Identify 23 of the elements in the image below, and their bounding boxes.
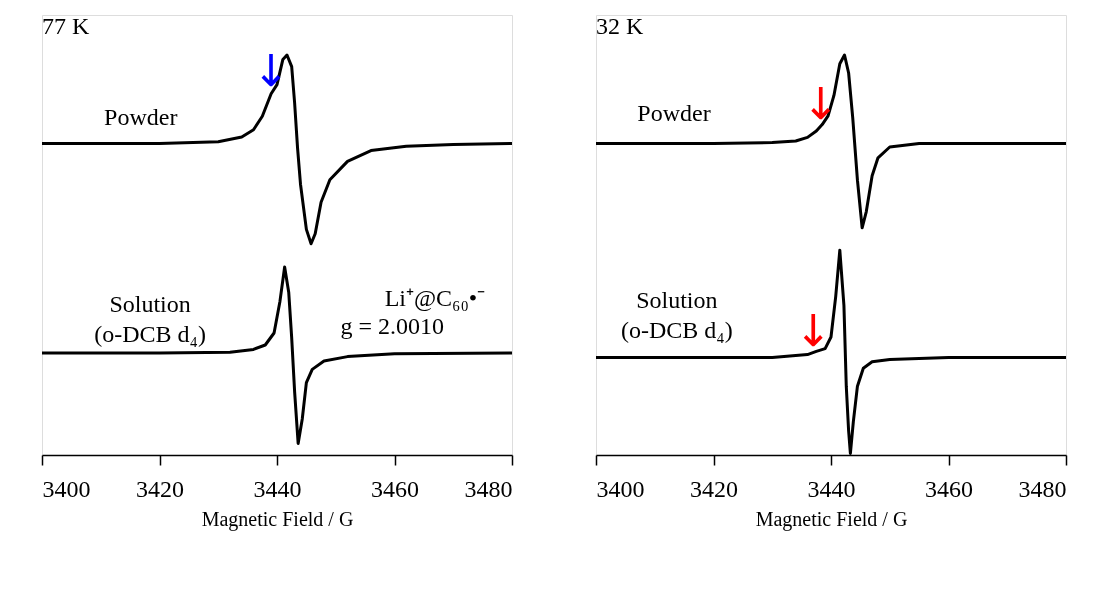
- annotation: Solution (o-DCB d₄): [620, 287, 733, 343]
- x-tick-label: 3420: [690, 475, 738, 502]
- x-tick-label: 3480: [1018, 475, 1067, 502]
- annotation: Li⁺@C₆₀•⁻: [384, 284, 486, 311]
- x-tick-label: 3400: [42, 475, 91, 502]
- x-axis-title: Magnetic Field / G: [201, 507, 354, 531]
- annotation: Solution (o-DCB d₄): [94, 291, 206, 348]
- text: 77 K: [42, 13, 90, 39]
- x-tick-label: 3460: [371, 475, 419, 502]
- x-tick-label: 3440: [807, 475, 856, 502]
- annotation: ↓: [802, 78, 840, 130]
- annotation: Powder: [637, 100, 711, 126]
- annotation: Powder: [104, 103, 178, 130]
- x-axis-title: Magnetic Field / G: [755, 507, 908, 531]
- annotation: ↓: [794, 304, 832, 356]
- x-tick-label: 3460: [925, 475, 973, 502]
- annotation: g = 2.0010: [340, 313, 444, 340]
- text: 32 K: [596, 13, 644, 39]
- x-tick-label: 3400: [596, 475, 645, 502]
- x-tick-label: 3480: [464, 475, 513, 502]
- x-tick-label: 3420: [136, 475, 184, 502]
- x-tick-label: 3440: [253, 475, 302, 502]
- annotation: ↓: [252, 45, 290, 97]
